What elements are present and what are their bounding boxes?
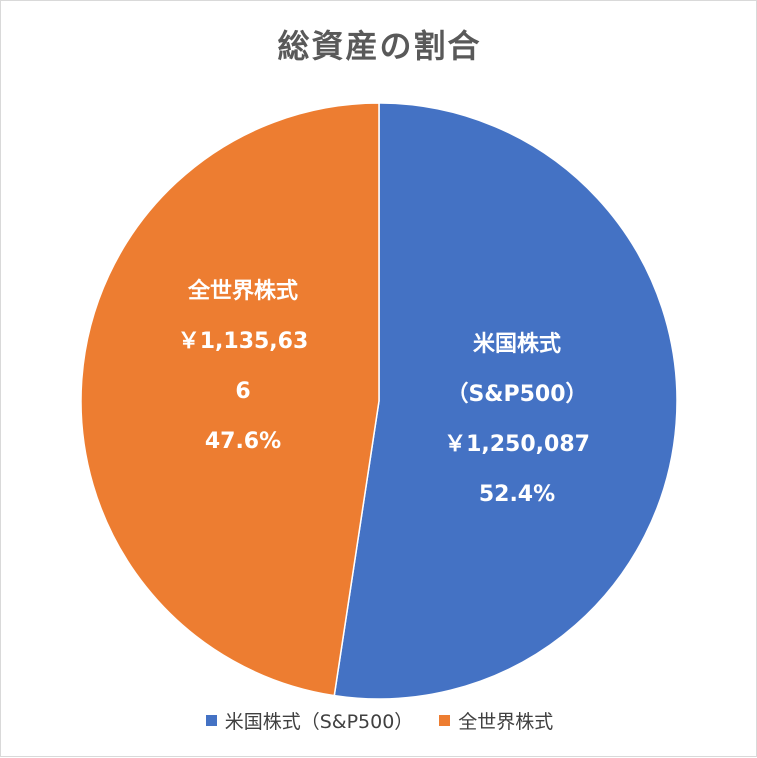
chart-title: 総資産の割合 (277, 27, 482, 65)
pie-slice-us-stocks (333, 102, 678, 700)
legend-swatch-us-stocks (205, 715, 217, 726)
slice-label-us-stocks-line: （S&P500） (446, 382, 587, 407)
slice-label-world-stocks: 全世界株式 ￥1,135,63 6 47.6% (178, 278, 309, 454)
slice-label-world-stocks-line: ￥1,135,63 (178, 329, 309, 354)
slice-label-us-stocks-line: 52.4% (479, 482, 555, 507)
legend-item-us-stocks: 米国株式（S&P500） (205, 707, 414, 734)
slice-label-us-stocks-line: ￥1,250,087 (444, 432, 590, 457)
slice-label-us-stocks-line: 米国株式 (473, 332, 561, 357)
slice-label-world-stocks-line: 6 (235, 379, 250, 404)
slice-label-world-stocks-line: 全世界株式 (187, 278, 298, 304)
legend-swatch-world-stocks (439, 715, 451, 726)
pie-slice-world-stocks (80, 102, 380, 697)
legend: 米国株式（S&P500） 全世界株式 (1, 707, 757, 734)
slice-label-world-stocks-line: 47.6% (205, 429, 281, 454)
legend-label-world-stocks: 全世界株式 (458, 711, 554, 733)
slice-label-us-stocks: 米国株式 （S&P500） ￥1,250,087 52.4% (444, 332, 590, 507)
legend-item-world-stocks: 全世界株式 (439, 707, 553, 734)
legend-label-us-stocks: 米国株式（S&P500） (224, 711, 414, 733)
